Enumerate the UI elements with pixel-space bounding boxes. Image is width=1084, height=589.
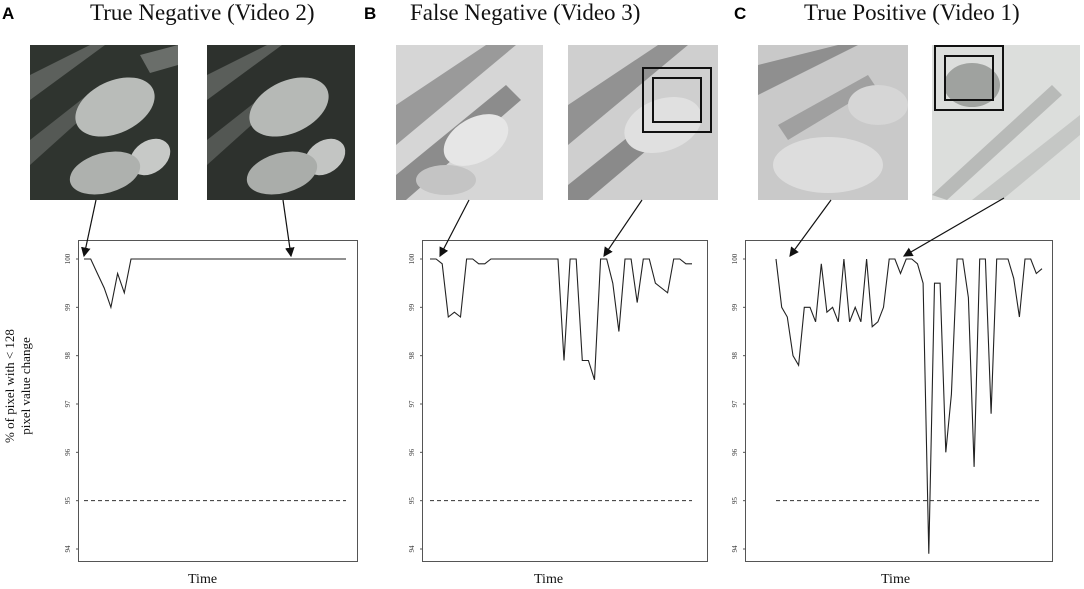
video-frame-c1 (758, 45, 908, 200)
video-frame-a2 (207, 45, 355, 200)
panel-a: A True Negative (Video 2) (0, 0, 360, 589)
video-frame-c2 (932, 45, 1080, 200)
panel-title-c: True Positive (Video 1) (804, 0, 1020, 25)
panel-letter-a: A (2, 4, 15, 23)
inset-box-b (642, 67, 712, 133)
panel-b: B False Negative (Video 3) (360, 0, 720, 589)
video-frame-b2 (568, 45, 718, 200)
video-frame-b1 (396, 45, 543, 200)
panel-title-b: False Negative (Video 3) (410, 0, 641, 25)
x-axis-label-c: Time (881, 572, 911, 587)
plot-area-b (422, 240, 708, 562)
plot-area-a (78, 240, 358, 562)
y-axis-label-line1: % of pixel with < 128 (2, 329, 17, 443)
y-axis-label-line2: pixel value change (18, 337, 33, 435)
panel-c: C True Positive (Video 1) (724, 0, 1084, 589)
video-frame-a1 (30, 45, 178, 200)
x-axis-label-b: Time (534, 572, 564, 587)
panel-letter-c: C (734, 4, 747, 23)
inset-box-c (934, 45, 1004, 111)
panel-title-a: True Negative (Video 2) (90, 0, 315, 25)
panel-letter-b: B (364, 4, 377, 23)
y-axis-label: % of pixel with < 128 pixel value change (2, 306, 34, 466)
x-axis-label-a: Time (188, 572, 218, 587)
plot-area-c (745, 240, 1053, 562)
